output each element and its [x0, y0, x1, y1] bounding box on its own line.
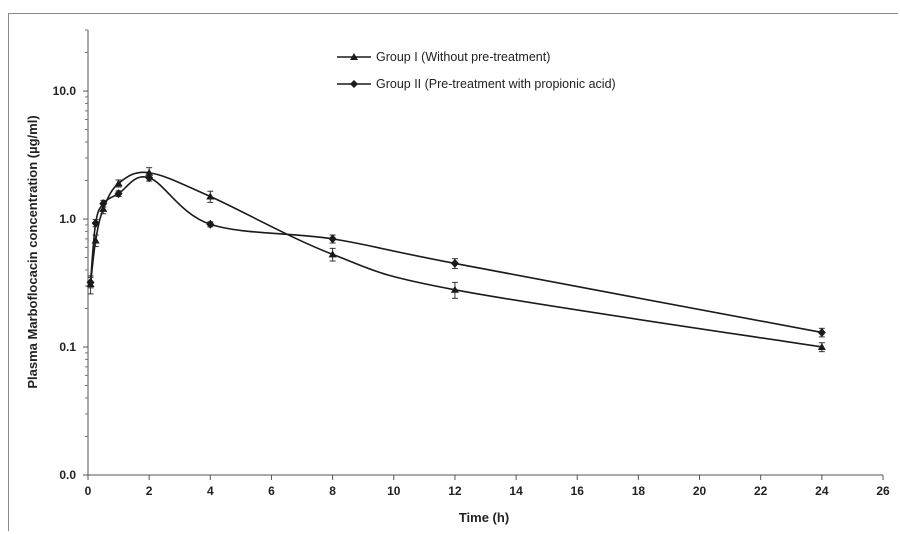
y-tick-label: 10.0	[53, 84, 77, 98]
y-axis-label: Plasma Marboflocacin concentration (µg/m…	[25, 115, 40, 388]
data-point-triangle	[450, 285, 459, 293]
series-line	[89, 176, 822, 334]
legend-marker-triangle	[350, 53, 358, 60]
y-tick-label: 0.1	[59, 340, 76, 354]
data-point-diamond	[86, 277, 95, 287]
legend-marker-diamond	[350, 80, 358, 88]
chart-frame	[8, 13, 898, 531]
x-axis-label: Time (h)	[459, 510, 509, 525]
x-tick-label: 8	[329, 484, 336, 498]
x-ticks: 0 2 4 6 8 10 12 14 16 18 20 22 24 26	[85, 475, 890, 498]
data-point-triangle	[114, 179, 123, 187]
data-point-diamond	[114, 189, 123, 199]
data-point-triangle	[817, 343, 826, 351]
series-layer	[86, 167, 826, 353]
x-tick-label: 20	[693, 484, 707, 498]
data-point-triangle	[145, 168, 154, 176]
data-point-triangle	[328, 250, 337, 258]
y-tick-label: 1.0	[59, 212, 76, 226]
x-tick-label: 22	[754, 484, 768, 498]
series-1	[86, 167, 826, 353]
y-ticks: 0.0 0.1 1.0 10.0	[53, 84, 88, 482]
x-tick-label: 10	[387, 484, 401, 498]
series-2	[86, 173, 826, 338]
axes	[87, 30, 883, 476]
x-tick-label: 6	[268, 484, 275, 498]
data-point-diamond	[145, 173, 154, 183]
series-line	[89, 171, 822, 348]
legend-label-group-1: Group I (Without pre-treatment)	[376, 50, 550, 64]
legend: Group I (Without pre-treatment) Group II…	[337, 50, 616, 91]
data-point-diamond	[450, 258, 459, 268]
x-tick-label: 0	[85, 484, 92, 498]
x-tick-label: 14	[509, 484, 523, 498]
x-tick-label: 2	[146, 484, 153, 498]
y-tick-label: 0.0	[59, 468, 76, 482]
data-point-triangle	[206, 192, 215, 200]
data-point-diamond	[817, 327, 826, 337]
data-point-triangle	[99, 204, 108, 212]
x-tick-label: 18	[632, 484, 646, 498]
data-point-diamond	[99, 199, 108, 209]
data-point-diamond	[91, 218, 100, 228]
x-tick-label: 24	[815, 484, 829, 498]
data-point-diamond	[206, 219, 215, 229]
data-point-diamond	[328, 234, 337, 244]
x-tick-label: 4	[207, 484, 214, 498]
x-tick-label: 26	[876, 484, 890, 498]
x-tick-label: 16	[571, 484, 585, 498]
x-tick-label: 12	[448, 484, 462, 498]
legend-label-group-2: Group II (Pre-treatment with propionic a…	[376, 77, 616, 91]
